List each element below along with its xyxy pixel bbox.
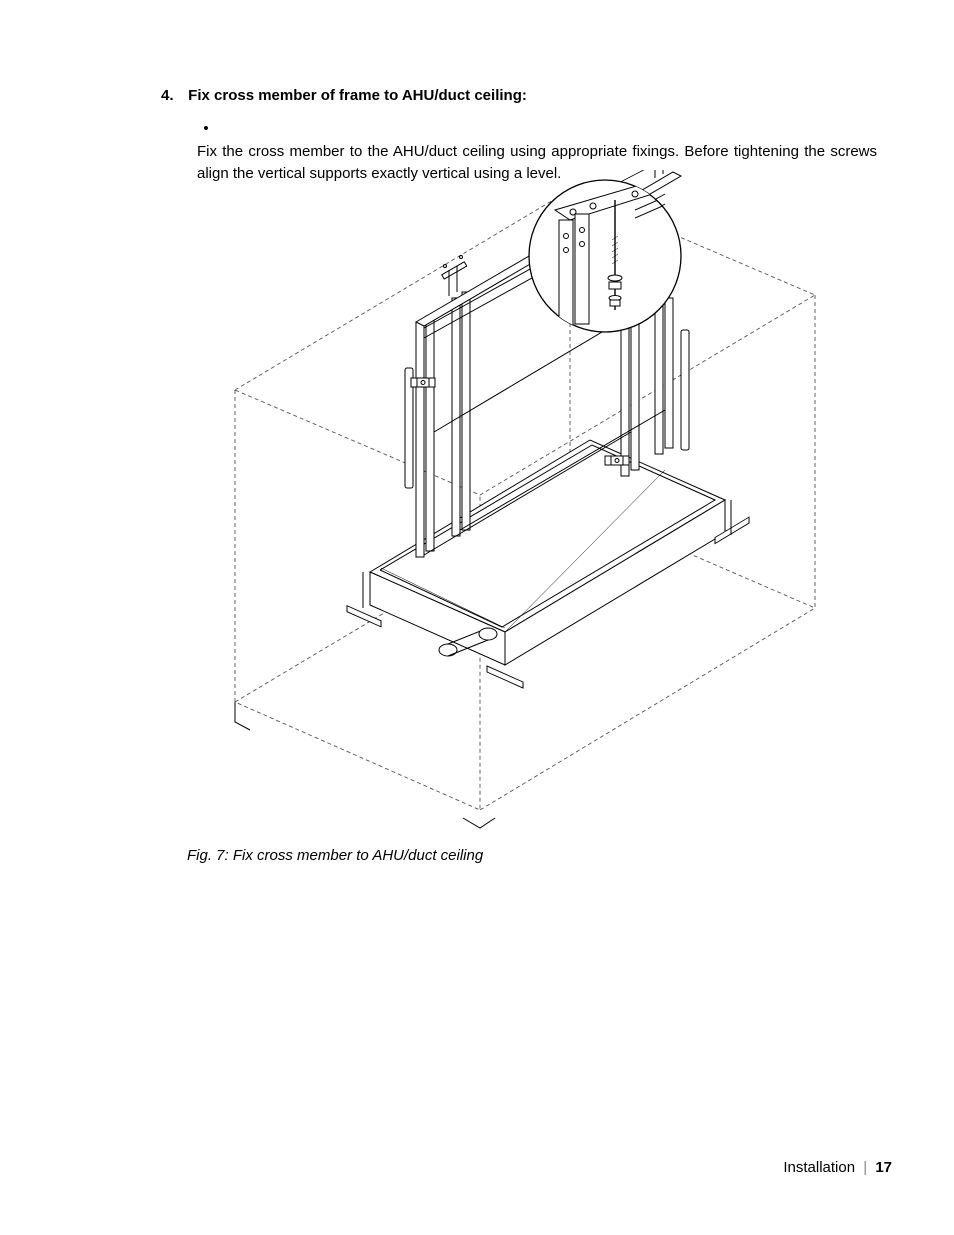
bracket-left [442,256,467,297]
figure-caption: Fig. 7: Fix cross member to AHU/duct cei… [187,847,483,864]
level-block-left [411,378,435,387]
bullet-marker: • [197,118,215,141]
detail-circle-group [529,180,681,332]
step-heading: 4. Fix cross member of frame to AHU/duct… [161,86,861,106]
step-number: 4. [161,86,184,106]
enclosure-front-notch [235,702,495,828]
footer-page-number: 17 [875,1159,892,1176]
footer-section: Installation [783,1159,855,1176]
page: 4. Fix cross member of frame to AHU/duct… [0,0,954,1235]
page-footer: Installation | 17 [783,1159,892,1176]
foot-front [487,666,523,688]
level-block-right [605,456,629,465]
figure-7 [195,170,835,840]
footer-separator: | [863,1159,867,1176]
figure-svg [195,170,835,840]
step-title: Fix cross member of frame to AHU/duct ce… [188,87,527,104]
vertical-levels [405,330,689,488]
